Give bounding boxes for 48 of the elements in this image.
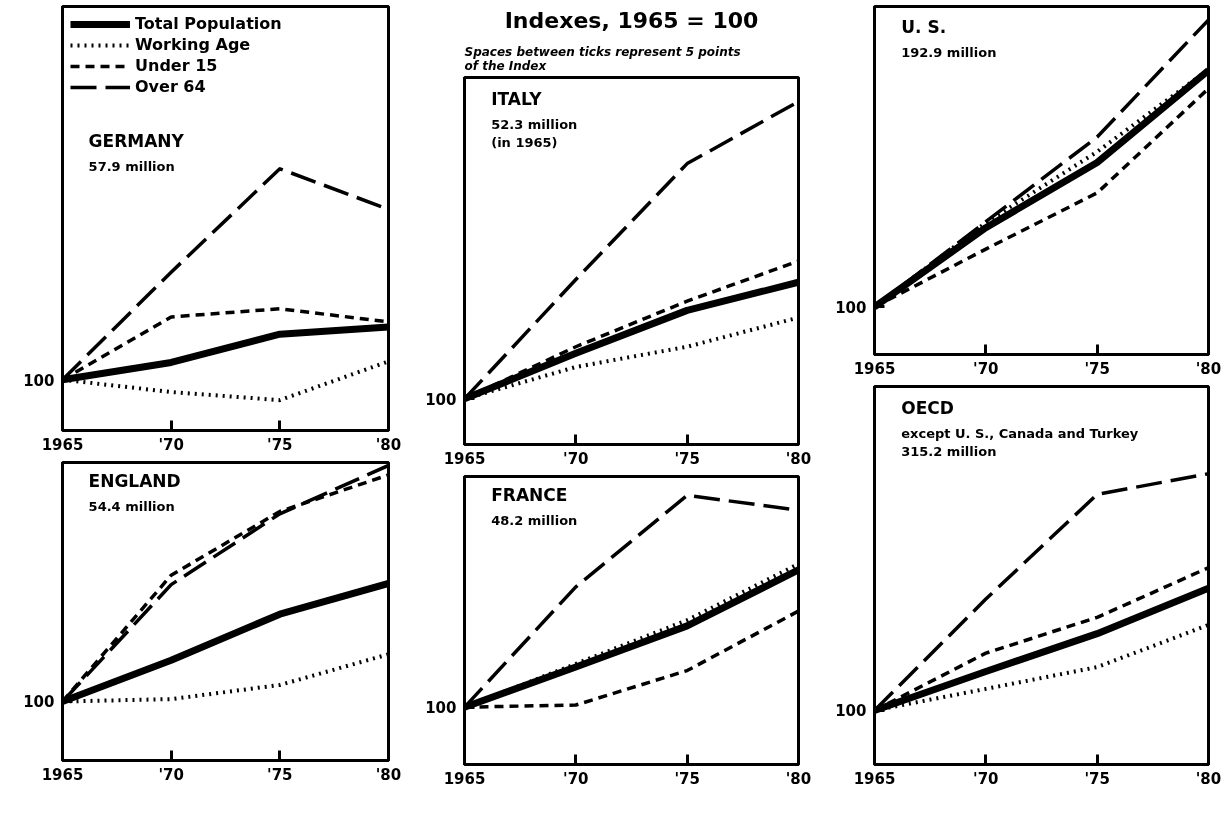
text: Spaces between ticks represent 5 points of the Index	[464, 44, 741, 73]
x-tick-label: 1965	[41, 765, 84, 784]
text: 100	[23, 693, 55, 712]
chart-title: ENGLAND	[88, 471, 181, 492]
x-tick-label: '80	[1195, 359, 1222, 378]
text: 100	[23, 371, 55, 390]
x-tick-label: '70	[973, 359, 999, 378]
text: 192.9 million	[901, 44, 997, 60]
text: 100	[835, 702, 867, 721]
x-tick-label: '75	[267, 435, 293, 454]
text: 48.2 million	[491, 513, 578, 529]
chart-title: OECD	[901, 397, 954, 418]
text: 100	[835, 298, 867, 317]
x-tick-label: '70	[973, 769, 999, 788]
chart-title: ITALY	[491, 88, 543, 109]
x-tick-label: 1965	[443, 449, 486, 468]
legend-label: Total Population	[135, 14, 282, 33]
x-tick-label: '75	[1084, 769, 1110, 788]
x-tick-label: '70	[158, 765, 184, 784]
chart-title: FRANCE	[491, 485, 568, 506]
x-tick-label: 1965	[443, 769, 486, 788]
chart-subtitle: except U. S., Canada and Turkey 315.2 million	[901, 425, 1139, 459]
text: 100	[425, 699, 457, 718]
text: Indexes, 1965 = 100	[504, 7, 759, 33]
legend-label: Working Age	[135, 35, 251, 54]
legend-label: Under 15	[135, 56, 218, 75]
x-tick-label: '70	[158, 435, 184, 454]
x-tick-label: 1965	[853, 359, 896, 378]
x-tick-label: 1965	[41, 435, 84, 454]
x-tick-label: '70	[563, 769, 589, 788]
x-tick-label: '75	[674, 449, 700, 468]
x-tick-label: '70	[563, 449, 589, 468]
chart-title: GERMANY	[88, 131, 185, 152]
chart-title: U. S.	[901, 16, 947, 37]
x-tick-label: '80	[785, 769, 812, 788]
x-tick-label: '80	[785, 449, 812, 468]
x-tick-label: '80	[375, 765, 402, 784]
text: 52.3 million (in 1965)	[491, 116, 578, 150]
x-tick-label: '75	[674, 769, 700, 788]
x-tick-label: '75	[1084, 359, 1110, 378]
x-tick-label: '80	[375, 435, 402, 454]
text: 54.4 million	[88, 499, 175, 515]
text: 100	[425, 390, 457, 409]
x-tick-label: 1965	[853, 769, 896, 788]
chart-subtitle: 57.9 million	[88, 159, 175, 175]
x-tick-label: '75	[267, 765, 293, 784]
legend-label: Over 64	[135, 77, 206, 96]
x-tick-label: '80	[1195, 769, 1222, 788]
